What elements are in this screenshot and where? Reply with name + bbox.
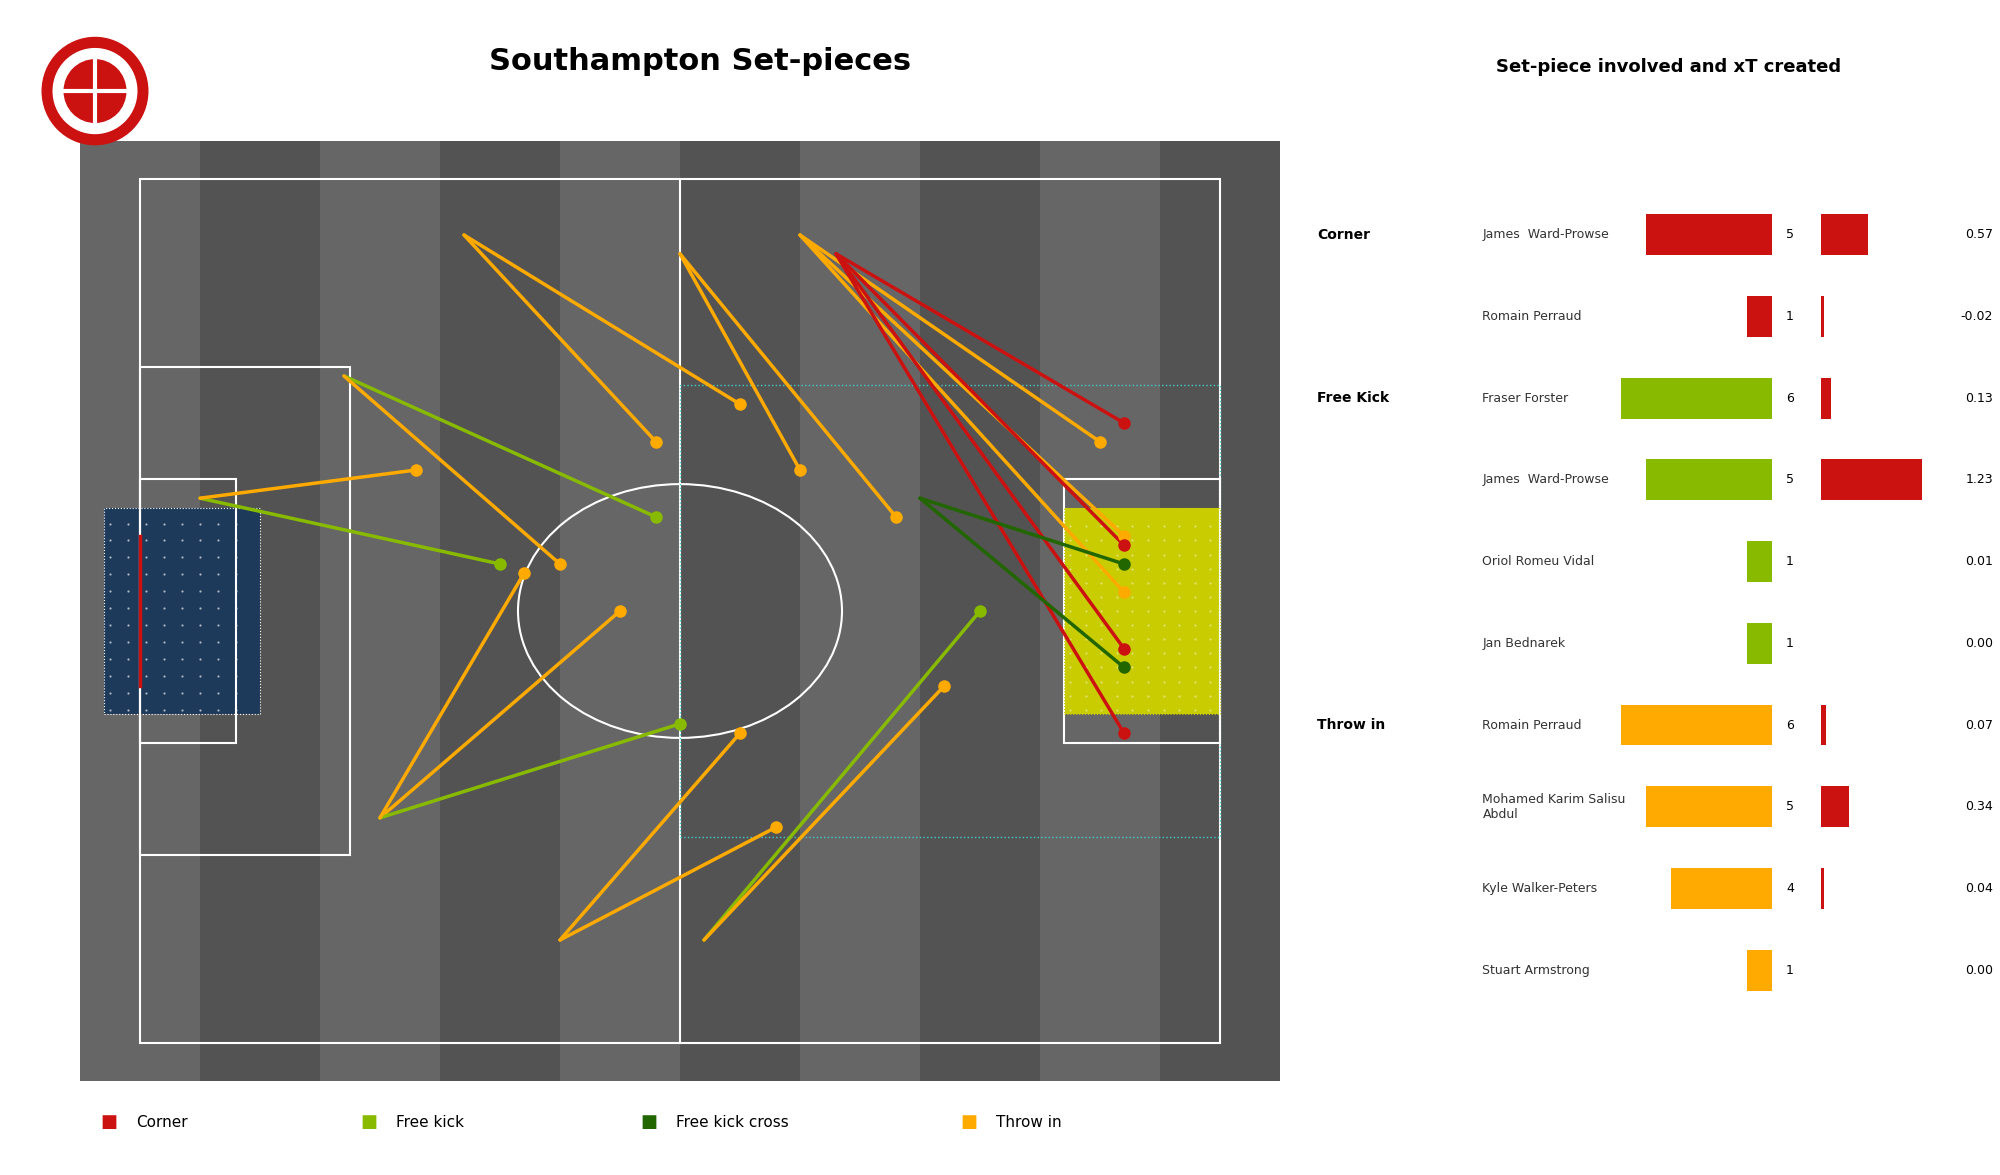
Text: Oriol Romeu Vidal: Oriol Romeu Vidal [1482, 555, 1594, 568]
Bar [1748, 542, 1772, 582]
Text: Corner: Corner [1316, 228, 1370, 242]
Bar [1748, 296, 1772, 337]
Bar [1820, 377, 1832, 418]
Text: Corner: Corner [136, 1115, 188, 1129]
Text: Free Kick: Free Kick [1316, 391, 1390, 405]
Text: 0.01: 0.01 [1966, 555, 1994, 568]
Circle shape [42, 38, 148, 145]
Text: Throw in: Throw in [996, 1115, 1062, 1129]
Bar [1820, 868, 1824, 909]
Bar [1820, 786, 1848, 827]
Bar [1620, 377, 1772, 418]
Text: Kyle Walker-Peters: Kyle Walker-Peters [1482, 882, 1598, 895]
Text: ■: ■ [640, 1113, 656, 1132]
Text: Jan Bednarek: Jan Bednarek [1482, 637, 1566, 650]
Bar [104, 508, 260, 714]
Bar [1820, 459, 1922, 501]
Text: 1: 1 [1786, 310, 1794, 323]
Bar [1672, 868, 1772, 909]
Text: Free kick: Free kick [396, 1115, 464, 1129]
Bar [800, 141, 920, 1081]
Text: Set-piece involved and xT created: Set-piece involved and xT created [1496, 59, 1842, 76]
Bar [920, 141, 1040, 1081]
Bar [440, 141, 560, 1081]
Bar [1820, 214, 1868, 255]
Bar [140, 367, 350, 855]
Text: 6: 6 [1786, 391, 1794, 404]
Bar [1064, 479, 1220, 743]
Bar [1160, 141, 1280, 1081]
Text: 4: 4 [1786, 882, 1794, 895]
Bar [560, 141, 680, 1081]
Text: 1: 1 [1786, 555, 1794, 568]
Text: 5: 5 [1786, 800, 1794, 813]
Bar [1646, 459, 1772, 501]
Text: 0.00: 0.00 [1966, 637, 1994, 650]
Text: 1.23: 1.23 [1966, 474, 1994, 486]
Text: 0.57: 0.57 [1966, 228, 1994, 241]
Bar [1064, 508, 1220, 714]
Bar [1646, 214, 1772, 255]
Bar [1820, 705, 1826, 745]
Text: 0.07: 0.07 [1966, 719, 1994, 732]
Bar [104, 508, 260, 714]
Bar [140, 479, 236, 743]
Text: Free kick cross: Free kick cross [676, 1115, 788, 1129]
Text: 1: 1 [1786, 963, 1794, 976]
Bar [1748, 949, 1772, 991]
Text: James  Ward-Prowse: James Ward-Prowse [1482, 474, 1610, 486]
Text: 5: 5 [1786, 474, 1794, 486]
Text: Romain Perraud: Romain Perraud [1482, 719, 1582, 732]
Text: 0.13: 0.13 [1966, 391, 1994, 404]
Text: 0.00: 0.00 [1966, 963, 1994, 976]
Text: Romain Perraud: Romain Perraud [1482, 310, 1582, 323]
Bar [1040, 141, 1160, 1081]
Circle shape [54, 48, 136, 134]
Bar [80, 141, 200, 1081]
Bar [1820, 296, 1824, 337]
Text: 0.34: 0.34 [1966, 800, 1994, 813]
Text: 5: 5 [1786, 228, 1794, 241]
Text: James  Ward-Prowse: James Ward-Prowse [1482, 228, 1610, 241]
Bar [1646, 786, 1772, 827]
Bar [1620, 705, 1772, 745]
Bar [680, 141, 800, 1081]
Bar [200, 141, 320, 1081]
Text: Stuart Armstrong: Stuart Armstrong [1482, 963, 1590, 976]
Bar [320, 141, 440, 1081]
Text: Throw in: Throw in [1316, 718, 1386, 732]
Bar [1064, 508, 1220, 714]
Bar [680, 385, 1220, 837]
Circle shape [64, 60, 126, 122]
Text: 6: 6 [1786, 719, 1794, 732]
Text: ■: ■ [360, 1113, 376, 1132]
Text: -0.02: -0.02 [1960, 310, 1994, 323]
Text: Southampton Set-pieces: Southampton Set-pieces [488, 47, 912, 76]
Text: ■: ■ [960, 1113, 976, 1132]
Text: ■: ■ [100, 1113, 116, 1132]
Bar [1748, 623, 1772, 664]
Text: Fraser Forster: Fraser Forster [1482, 391, 1568, 404]
Text: 1: 1 [1786, 637, 1794, 650]
Text: 0.04: 0.04 [1966, 882, 1994, 895]
Text: Mohamed Karim Salisu
Abdul: Mohamed Karim Salisu Abdul [1482, 793, 1626, 821]
